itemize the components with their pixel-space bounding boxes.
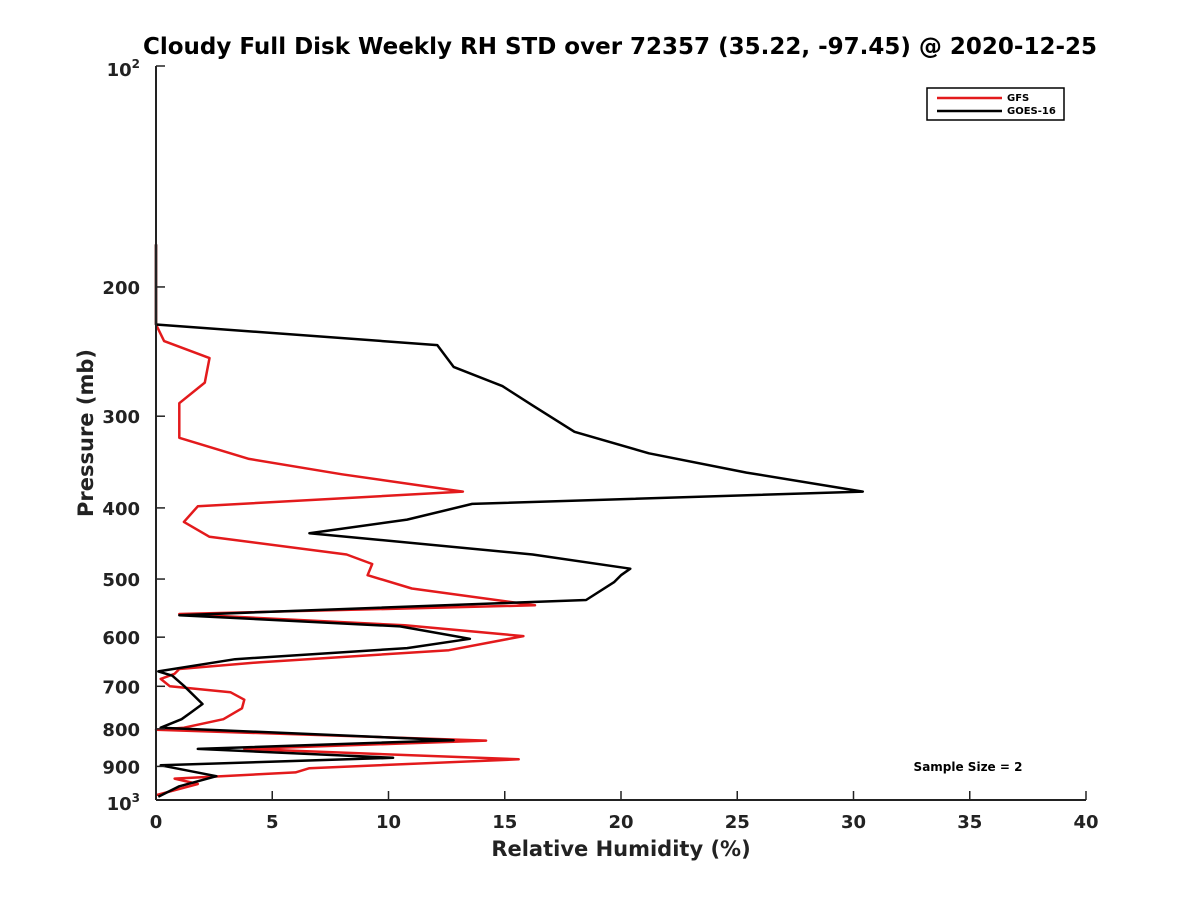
series-line-gfs bbox=[154, 244, 537, 797]
chart-title: Cloudy Full Disk Weekly RH STD over 7235… bbox=[143, 34, 1097, 60]
y-axis-label: Pressure (mb) bbox=[74, 349, 98, 517]
x-tick-label: 30 bbox=[841, 812, 866, 833]
y-axis-ticks: 200 300 400 500 600 700 800 900 bbox=[102, 65, 165, 801]
y-tick-label: 800 bbox=[102, 720, 140, 741]
y-tick-label: 500 bbox=[102, 570, 140, 591]
y-tick-label-bottom: 103 bbox=[107, 791, 140, 815]
x-tick-label: 10 bbox=[376, 812, 401, 833]
y-tick-label: 400 bbox=[102, 499, 140, 520]
series-line-goes16 bbox=[154, 244, 865, 798]
x-tick-label: 5 bbox=[266, 812, 279, 833]
x-axis-label: Relative Humidity (%) bbox=[491, 837, 750, 861]
y-tick-label: 600 bbox=[102, 628, 140, 649]
y-tick-label: 700 bbox=[102, 677, 140, 698]
x-axis-ticks: 0 5 10 15 20 25 30 35 40 bbox=[150, 791, 1099, 833]
x-tick-label: 15 bbox=[492, 812, 517, 833]
x-tick-label: 20 bbox=[608, 812, 633, 833]
y-tick-label: 300 bbox=[102, 407, 140, 428]
legend: GFS GOES-16 bbox=[926, 87, 1065, 121]
x-tick-label: 25 bbox=[725, 812, 750, 833]
x-tick-label: 0 bbox=[150, 812, 163, 833]
y-tick-label: 900 bbox=[102, 757, 140, 778]
legend-box bbox=[926, 87, 1065, 121]
sample-size-annotation: Sample Size = 2 bbox=[914, 760, 1023, 774]
plot-area bbox=[154, 244, 865, 798]
x-tick-label: 35 bbox=[957, 812, 982, 833]
y-tick-label-top: 102 bbox=[107, 57, 140, 81]
legend-label-goes16: GOES-16 bbox=[1007, 106, 1056, 117]
y-tick-label: 200 bbox=[102, 278, 140, 299]
x-tick-label: 40 bbox=[1073, 812, 1098, 833]
legend-label-gfs: GFS bbox=[1007, 93, 1029, 104]
